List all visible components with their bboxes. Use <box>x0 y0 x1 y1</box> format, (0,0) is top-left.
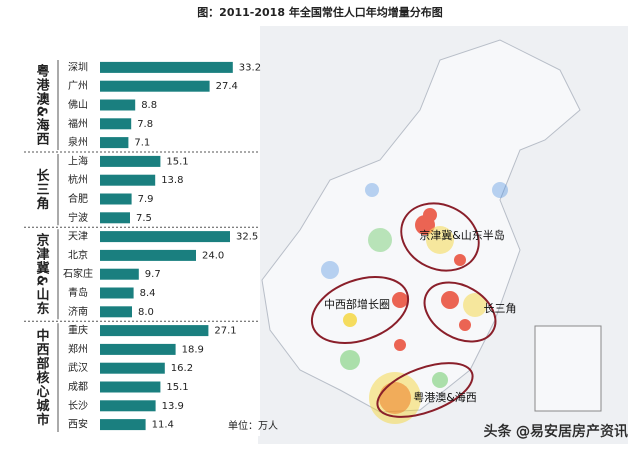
bar <box>100 381 161 393</box>
value-label: 15.1 <box>166 156 188 167</box>
value-label: 24.0 <box>202 250 224 261</box>
bar <box>100 174 156 186</box>
bar <box>100 400 156 412</box>
map-annotation: 长三角 <box>484 302 517 315</box>
bar <box>100 268 139 280</box>
category-label: 泉州 <box>68 136 88 149</box>
bar <box>100 212 130 224</box>
value-label: 8.8 <box>141 100 157 111</box>
group-label: 中西部核心城市 <box>34 328 50 427</box>
value-label: 13.9 <box>162 401 184 412</box>
value-label: 7.9 <box>138 194 154 205</box>
category-label: 宁波 <box>68 211 88 224</box>
bar <box>100 231 230 243</box>
value-label: 9.7 <box>145 269 161 280</box>
category-label: 北京 <box>68 248 88 261</box>
category-label: 济南 <box>68 305 88 318</box>
bar <box>100 193 132 205</box>
value-label: 15.1 <box>166 382 188 393</box>
map <box>258 26 628 444</box>
category-label: 合肥 <box>68 192 88 205</box>
category-label: 石家庄 <box>63 267 93 280</box>
value-label: 13.8 <box>161 175 183 186</box>
category-label: 郑州 <box>68 342 88 355</box>
value-label: 18.9 <box>182 344 204 355</box>
category-label: 上海 <box>68 154 88 167</box>
value-label: 8.0 <box>138 307 154 318</box>
value-label: 16.2 <box>171 363 193 374</box>
map-annotation: 中西部增长圈 <box>324 297 390 311</box>
map-annotation: 京津冀&山东半岛 <box>419 228 505 242</box>
bar <box>100 419 146 431</box>
category-label: 西安 <box>68 418 88 431</box>
value-label: 7.5 <box>136 213 152 224</box>
category-label: 青岛 <box>68 286 88 299</box>
unit-note: 单位：万人 <box>228 419 278 432</box>
chart-title: 图：2011-2018 年全国常住人口年均增量分布图 <box>197 5 443 19</box>
category-label: 天津 <box>68 231 88 243</box>
bar <box>100 249 196 261</box>
bar <box>100 80 210 92</box>
bar <box>100 306 132 318</box>
value-label: 11.4 <box>152 420 174 431</box>
category-label: 杭州 <box>68 173 88 186</box>
category-label: 长沙 <box>68 400 88 412</box>
bar <box>100 61 233 73</box>
bar <box>100 118 132 130</box>
bar <box>100 287 134 299</box>
group-label: 长三角 <box>34 168 50 211</box>
category-label: 广州 <box>68 80 88 92</box>
value-label: 33.2 <box>239 62 261 73</box>
category-label: 福州 <box>68 117 88 130</box>
bar <box>100 325 209 337</box>
value-label: 27.4 <box>216 81 238 92</box>
map-annotation: 粤港澳&海西 <box>413 390 477 404</box>
group-label: 京津冀&山东 <box>34 232 50 315</box>
value-label: 7.8 <box>137 119 153 130</box>
value-label: 8.4 <box>140 288 156 299</box>
category-label: 成都 <box>68 381 88 393</box>
bar <box>100 155 161 167</box>
value-label: 27.1 <box>214 326 236 337</box>
value-label: 32.5 <box>236 232 258 243</box>
group-label: 粤港澳&海西 <box>34 63 50 146</box>
watermark: 头条 @易安居房产资讯 <box>484 423 628 440</box>
bar <box>100 99 136 111</box>
bar <box>100 362 165 374</box>
category-label: 重庆 <box>68 324 88 337</box>
category-label: 佛山 <box>68 98 88 111</box>
bar <box>100 137 129 149</box>
bar <box>100 343 176 355</box>
value-label: 7.1 <box>134 138 150 149</box>
category-label: 武汉 <box>68 361 88 374</box>
category-label: 深圳 <box>68 61 88 73</box>
